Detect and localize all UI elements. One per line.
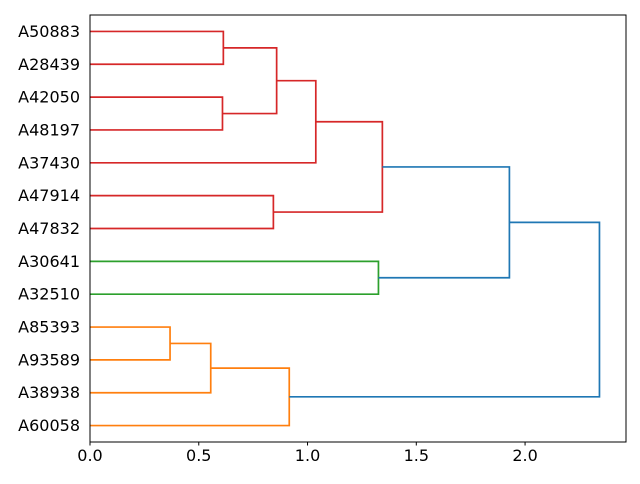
leaf-label: A30641 [18,252,80,271]
leaf-label: A32510 [18,285,80,304]
x-tick-label: 1.0 [295,446,320,465]
dendrogram-link [90,194,275,230]
leaf-label: A85393 [18,318,80,337]
dendrogram-link [90,96,224,131]
dendrogram-link [90,342,212,394]
axes-border [89,14,627,443]
dendrogram-link [222,46,278,115]
dendrogram-link [90,30,225,66]
dendrogram-link [273,120,384,213]
leaf-label: A93589 [18,350,80,369]
dendrogram-link [90,79,317,164]
x-tick-label: 2.0 [512,446,537,465]
leaf-label: A47832 [18,219,80,238]
dendrogram-link [378,166,511,279]
leaf-label: A28439 [18,55,80,74]
leaf-label: A37430 [18,153,80,172]
dendrogram-link [90,260,380,296]
leaf-label: A60058 [18,416,80,435]
leaf-label: A50883 [18,22,80,41]
leaf-label: A38938 [18,383,80,402]
x-tick-label: 0.5 [186,446,211,465]
x-tick-label: 0.0 [77,446,102,465]
leaf-label: A47914 [18,186,80,205]
x-tick-label: 1.5 [404,446,429,465]
leaf-label: A42050 [18,88,80,107]
leaf-label: A48197 [18,120,80,139]
dendrogram-link [90,367,291,427]
dendrogram-link [90,326,171,361]
dendrogram-link [289,221,601,398]
